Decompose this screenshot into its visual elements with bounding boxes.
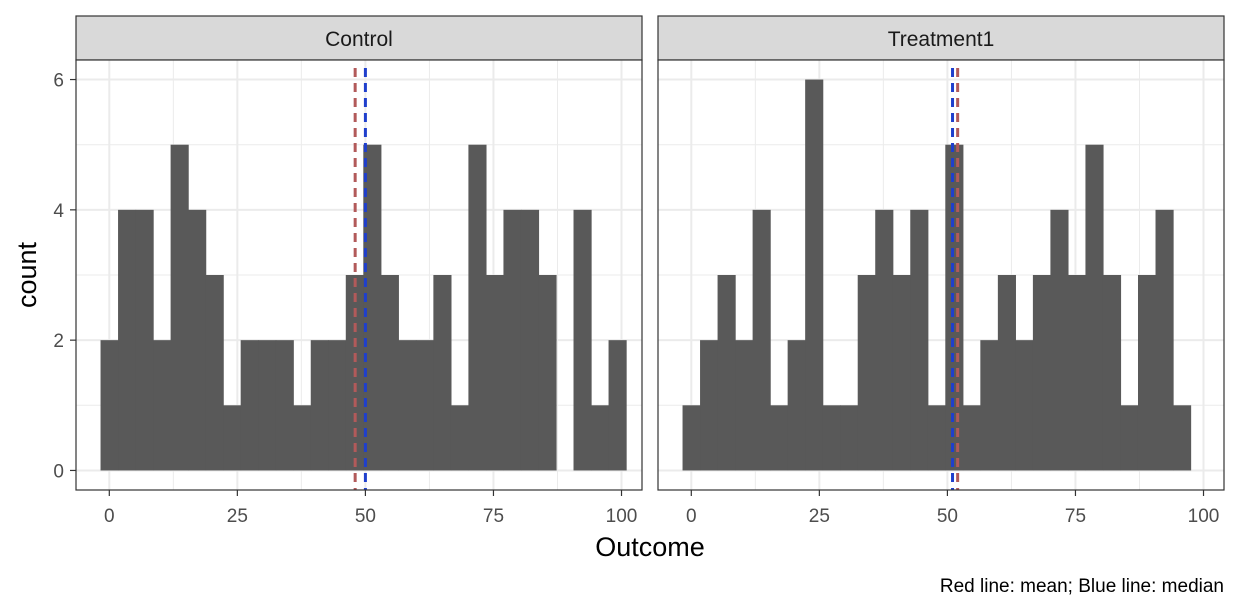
histogram-bar [503,209,522,471]
histogram-bar [1102,275,1122,471]
histogram-bar [205,275,224,471]
histogram-bar [945,144,964,471]
chart-caption: Red line: mean; Blue line: median [940,576,1224,597]
histogram-bar [310,340,329,471]
x-tick-label: 25 [227,506,248,527]
histogram-bar [240,340,259,471]
x-tick-label: 0 [104,506,115,527]
histogram-bar [153,340,172,471]
histogram-bar [275,340,294,471]
histogram-bar [1032,275,1052,471]
histogram-bar [538,275,557,471]
histogram-bar [398,340,417,471]
histogram-bar [717,275,736,471]
histogram-bar [1173,405,1192,471]
x-axis: 0 25 50 75 100 [104,490,637,527]
histogram-bar [892,275,911,471]
histogram-bar [1067,275,1087,471]
panel-border [657,59,1225,491]
x-tick-label: 50 [937,506,958,527]
y-axis-title: count [12,241,42,308]
strip-label-control: Control [325,28,393,51]
histogram-bar [980,340,999,471]
histogram-bar [910,209,929,471]
histogram-bar [170,144,189,471]
histogram-bar [485,275,505,471]
histogram-bar [822,405,841,471]
histogram-bar [591,405,610,471]
y-axis: 0 2 4 6 [53,71,76,482]
facet-control: Control 0 2 4 6 0 25 50 75 100 [53,15,643,527]
histogram-bar [1085,144,1104,471]
histogram-bar [100,340,119,471]
histogram-bar [805,79,824,471]
histogram-bar [573,209,592,471]
histogram-bar [433,275,452,471]
x-tick-label: 50 [355,506,376,527]
summary-lines [951,68,960,490]
summary-lines [353,68,367,490]
y-tick-label: 0 [53,461,64,482]
histogram-bar [962,405,981,471]
y-tick-label: 4 [53,201,64,222]
histogram-bar [608,340,627,471]
histogram-bar [520,209,540,471]
x-tick-label: 75 [483,506,504,527]
histogram-bar [293,405,312,471]
histogram-bar [700,340,719,471]
histogram-bar [840,405,859,471]
histogram-bar [682,405,701,471]
x-tick-label: 75 [1065,506,1086,527]
histogram-bar [927,405,946,471]
histogram-bar [1015,340,1034,471]
histogram-bar [875,209,894,471]
x-axis-title: Outcome [595,532,705,562]
histogram-bar [1050,209,1069,471]
y-tick-label: 2 [53,331,64,352]
histogram-bar [735,340,754,471]
histogram-bar [328,340,347,471]
histogram-bar [135,209,154,471]
histogram-bar [380,275,399,471]
histogram-bar [450,405,470,471]
histogram-bar [415,340,434,471]
x-tick-label: 0 [686,506,697,527]
x-tick-label: 100 [1188,506,1220,527]
x-tick-label: 25 [809,506,830,527]
histogram-bar [363,144,382,471]
histogram-bar [468,144,487,471]
y-tick-label: 6 [53,71,64,92]
histogram-bar [188,209,207,471]
histogram-bar [997,275,1016,471]
histogram-bar [1155,209,1174,471]
histogram-bar [857,275,876,471]
facet-treatment1: Treatment1 0 25 50 75 100 [657,15,1225,527]
strip-background [75,15,643,61]
histogram-bar [1137,275,1157,471]
histogram-bar [752,209,771,471]
x-tick-label: 100 [606,506,638,527]
strip-label-treatment1: Treatment1 [888,28,995,51]
histogram-bar [258,340,277,471]
histogram-bar [787,340,806,471]
panel-border [75,59,643,491]
histogram-bar [223,405,242,471]
x-axis: 0 25 50 75 100 [686,490,1219,527]
histogram-bar [1120,405,1139,471]
histogram-bar [118,209,137,471]
histogram-bar [770,405,789,471]
